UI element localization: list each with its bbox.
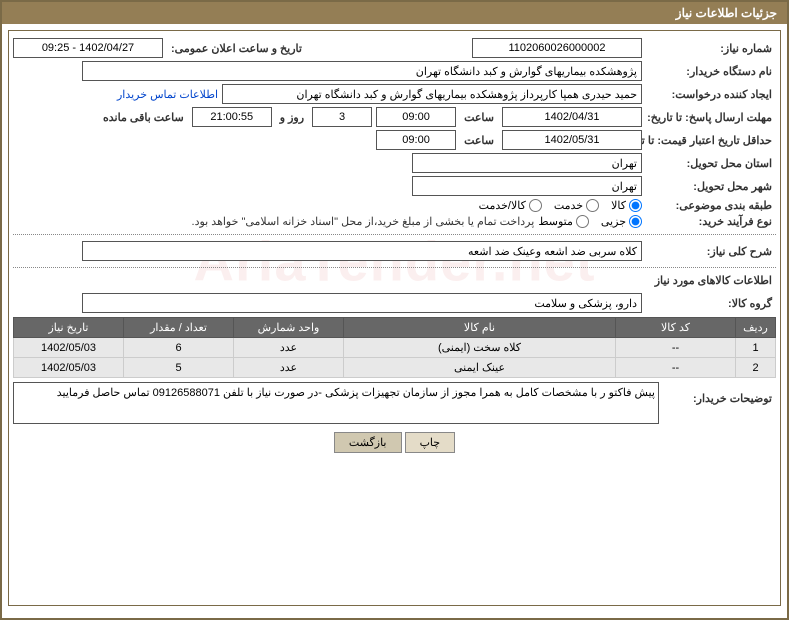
buyer-org-label: نام دستگاه خریدار: xyxy=(646,65,776,78)
cell-date: 1402/05/03 xyxy=(14,338,124,358)
buyer-contact-link[interactable]: اطلاعات تماس خریدار xyxy=(117,88,218,101)
province-input[interactable] xyxy=(412,153,642,173)
reply-time-input[interactable] xyxy=(376,107,456,127)
class-goods-label: کالا xyxy=(611,199,626,212)
buyer-note-textarea[interactable] xyxy=(13,382,659,424)
table-row: 1 -- کلاه سخت (ایمنی) عدد 6 1402/05/03 xyxy=(14,338,776,358)
th-name: نام کالا xyxy=(344,318,616,338)
table-row: 2 -- عینک ایمنی عدد 5 1402/05/03 xyxy=(14,358,776,378)
price-valid-label: حداقل تاریخ اعتبار قیمت: تا تاریخ: xyxy=(646,134,776,147)
days-input[interactable] xyxy=(312,107,372,127)
divider-1 xyxy=(13,234,776,235)
requester-label: ایجاد کننده درخواست: xyxy=(646,88,776,101)
need-number-label: شماره نیاز: xyxy=(646,42,776,55)
cell-code: -- xyxy=(616,338,736,358)
buyer-org-input[interactable] xyxy=(82,61,642,81)
page-header: جزئیات اطلاعات نیاز xyxy=(2,2,787,24)
remaining-label: ساعت باقی مانده xyxy=(99,111,188,124)
group-label: گروه کالا: xyxy=(646,297,776,310)
process-radio-group: جزیی متوسط xyxy=(538,215,642,228)
cell-qty: 6 xyxy=(124,338,234,358)
reply-deadline-label: مهلت ارسال پاسخ: تا تاریخ: xyxy=(646,111,776,124)
city-label: شهر محل تحویل: xyxy=(646,180,776,193)
items-table: ردیف کد کالا نام کالا واحد شمارش تعداد /… xyxy=(13,317,776,378)
cell-unit: عدد xyxy=(234,358,344,378)
requester-input[interactable] xyxy=(222,84,642,104)
reply-date-input[interactable] xyxy=(502,107,642,127)
th-date: تاریخ نیاز xyxy=(14,318,124,338)
class-both-radio[interactable] xyxy=(529,199,542,212)
buyer-note-label: توضیحات خریدار: xyxy=(665,382,776,405)
th-row: ردیف xyxy=(736,318,776,338)
summary-input[interactable] xyxy=(82,241,642,261)
header-title: جزئیات اطلاعات نیاز xyxy=(676,6,777,20)
need-number-input[interactable] xyxy=(472,38,642,58)
class-radio-group: کالا خدمت کالا/خدمت xyxy=(479,199,642,212)
process-note: پرداخت تمام یا بخشی از مبلغ خرید،از محل … xyxy=(192,215,535,228)
price-valid-time-input[interactable] xyxy=(376,130,456,150)
cell-qty: 5 xyxy=(124,358,234,378)
back-button[interactable]: بازگشت xyxy=(334,432,402,453)
cell-date: 1402/05/03 xyxy=(14,358,124,378)
countdown-input[interactable] xyxy=(192,107,272,127)
announce-label: تاریخ و ساعت اعلان عمومی: xyxy=(167,42,306,55)
cell-unit: عدد xyxy=(234,338,344,358)
class-goods-radio[interactable] xyxy=(629,199,642,212)
class-service-radio[interactable] xyxy=(586,199,599,212)
summary-label: شرح کلی نیاز: xyxy=(646,245,776,258)
divider-2 xyxy=(13,267,776,268)
class-label: طبقه بندی موضوعی: xyxy=(646,199,776,212)
process-medium-radio[interactable] xyxy=(576,215,589,228)
process-label: نوع فرآیند خرید: xyxy=(646,215,776,228)
th-code: کد کالا xyxy=(616,318,736,338)
cell-name: کلاه سخت (ایمنی) xyxy=(344,338,616,358)
price-valid-date-input[interactable] xyxy=(502,130,642,150)
cell-code: -- xyxy=(616,358,736,378)
goods-section-title: اطلاعات کالاهای مورد نیاز xyxy=(17,274,772,287)
class-both-label: کالا/خدمت xyxy=(479,199,526,212)
cell-row: 2 xyxy=(736,358,776,378)
time-label-2: ساعت xyxy=(460,134,498,147)
cell-name: عینک ایمنی xyxy=(344,358,616,378)
days-and-label: روز و xyxy=(276,111,308,124)
city-input[interactable] xyxy=(412,176,642,196)
group-input[interactable] xyxy=(82,293,642,313)
process-small-label: جزیی xyxy=(601,215,626,228)
announce-input[interactable] xyxy=(13,38,163,58)
print-button[interactable]: چاپ xyxy=(405,432,456,453)
province-label: استان محل تحویل: xyxy=(646,157,776,170)
th-unit: واحد شمارش xyxy=(234,318,344,338)
process-medium-label: متوسط xyxy=(538,215,573,228)
cell-row: 1 xyxy=(736,338,776,358)
th-qty: تعداد / مقدار xyxy=(124,318,234,338)
class-service-label: خدمت xyxy=(554,199,583,212)
process-small-radio[interactable] xyxy=(629,215,642,228)
time-label-1: ساعت xyxy=(460,111,498,124)
